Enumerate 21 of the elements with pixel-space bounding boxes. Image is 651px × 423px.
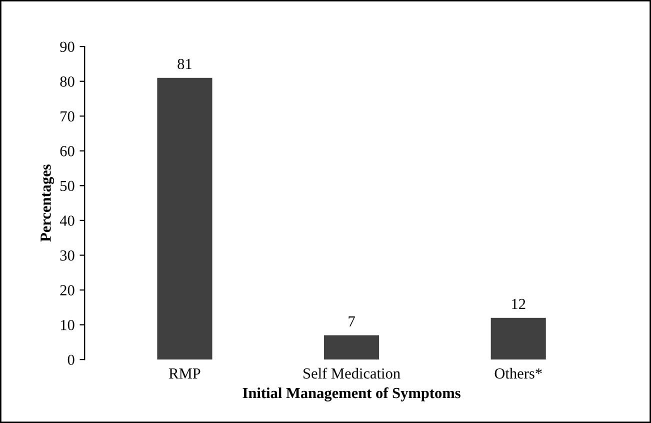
bar (324, 335, 380, 360)
y-tick-label: 70 (60, 111, 74, 122)
y-tick-label: 80 (60, 76, 74, 87)
y-tick-label: 0 (68, 354, 74, 365)
y-tick-label: 60 (60, 146, 74, 156)
y-tick-label: 10 (60, 320, 74, 330)
data-label: 81 (178, 58, 192, 70)
y-tick-label: 30 (60, 250, 74, 261)
x-tick-label: Self Medication (304, 368, 400, 379)
x-axis-title: Initial Management of Symptoms (242, 387, 460, 402)
y-tick-label: 40 (60, 216, 74, 226)
x-tick-label: Others* (494, 368, 542, 379)
data-label: 7 (348, 316, 355, 326)
x-tick-label: RMP (169, 368, 200, 378)
y-axis-title: Percentages (40, 164, 54, 242)
bar (157, 78, 212, 360)
bar (490, 318, 546, 360)
y-tick-label: 50 (60, 180, 74, 192)
y-tick-label: 90 (60, 42, 74, 52)
data-label: 12 (512, 298, 526, 310)
y-tick-label: 20 (60, 285, 74, 296)
